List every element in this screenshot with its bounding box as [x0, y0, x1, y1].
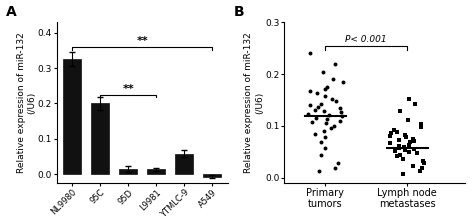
Bar: [203, 174, 221, 177]
Point: [406, 143, 413, 146]
Text: B: B: [234, 5, 245, 19]
Point: [418, 125, 425, 129]
Point: [395, 144, 402, 147]
Point: [396, 109, 403, 113]
Point: [314, 105, 321, 109]
Point: [317, 141, 325, 144]
Point: [418, 123, 425, 126]
Point: [410, 164, 417, 167]
Point: [321, 94, 329, 98]
Bar: [91, 103, 109, 174]
Point: [328, 97, 336, 101]
Bar: [63, 59, 82, 174]
Point: [315, 170, 322, 173]
Text: **: **: [122, 84, 134, 94]
Point: [410, 140, 417, 143]
Point: [306, 103, 313, 107]
Point: [317, 153, 324, 157]
Point: [338, 114, 346, 118]
Point: [339, 80, 346, 84]
Point: [325, 113, 333, 117]
Point: [386, 134, 394, 138]
Point: [401, 133, 409, 136]
Point: [419, 159, 427, 162]
Point: [337, 111, 345, 114]
Point: [331, 167, 339, 170]
Text: P< 0.001: P< 0.001: [346, 35, 387, 44]
Point: [323, 117, 331, 121]
Point: [402, 136, 410, 139]
Point: [317, 102, 325, 105]
Point: [399, 172, 407, 175]
Point: [405, 97, 413, 101]
Point: [420, 161, 428, 165]
Point: [334, 161, 341, 165]
Bar: [119, 169, 137, 174]
Point: [320, 109, 328, 113]
Point: [409, 137, 416, 141]
Point: [416, 169, 423, 173]
Point: [332, 62, 339, 66]
Point: [396, 153, 404, 157]
Point: [313, 91, 321, 95]
Point: [411, 102, 419, 105]
Point: [393, 155, 401, 158]
Y-axis label: Relative expression of miR-132
(/U6): Relative expression of miR-132 (/U6): [245, 32, 264, 173]
Point: [321, 87, 329, 90]
Point: [405, 151, 412, 154]
Point: [407, 141, 414, 144]
Point: [322, 122, 330, 125]
Point: [418, 167, 426, 170]
Point: [401, 145, 408, 149]
Point: [391, 149, 399, 153]
Point: [396, 146, 403, 150]
Point: [400, 157, 407, 160]
Point: [311, 132, 319, 135]
Bar: [175, 154, 193, 174]
Point: [404, 118, 411, 122]
Point: [321, 136, 329, 139]
Point: [386, 142, 394, 145]
Point: [323, 85, 330, 89]
Point: [393, 130, 401, 133]
Point: [395, 138, 403, 142]
Point: [329, 77, 337, 81]
Point: [306, 52, 314, 55]
Point: [330, 124, 338, 128]
Point: [336, 119, 344, 122]
Point: [410, 147, 418, 151]
Point: [413, 152, 421, 155]
Point: [321, 146, 328, 149]
Point: [320, 129, 328, 133]
Point: [304, 112, 312, 116]
Point: [328, 127, 335, 130]
Point: [336, 107, 344, 110]
Point: [332, 99, 340, 103]
Point: [319, 70, 327, 73]
Point: [401, 149, 409, 152]
Y-axis label: Relative expression of miR-132
(/U6): Relative expression of miR-132 (/U6): [17, 32, 36, 173]
Point: [311, 108, 319, 112]
Point: [312, 116, 319, 119]
Point: [387, 131, 395, 135]
Point: [308, 120, 316, 124]
Point: [306, 89, 314, 93]
Bar: [147, 169, 165, 174]
Text: A: A: [6, 5, 17, 19]
Point: [390, 128, 398, 131]
Text: **: **: [137, 36, 148, 46]
